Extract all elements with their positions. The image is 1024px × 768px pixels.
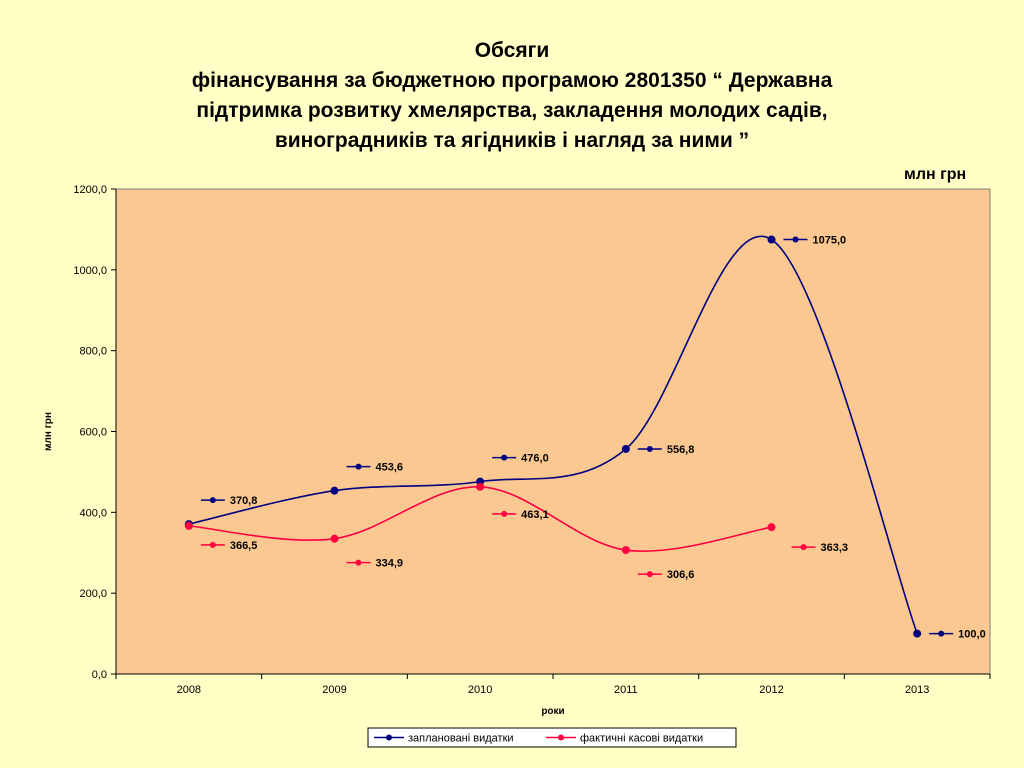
data-label: 463,1 — [521, 509, 549, 521]
y-tick-label: 200,0 — [79, 588, 107, 600]
x-tick-label: 2008 — [177, 684, 201, 696]
y-tick-label: 1200,0 — [73, 184, 107, 196]
data-label-marker-dot — [355, 559, 362, 566]
title-line-2: фінансування за бюджетною програмою 2801… — [191, 69, 833, 92]
data-label: 366,5 — [230, 540, 258, 552]
data-label: 453,6 — [376, 462, 404, 474]
data-label: 306,6 — [667, 569, 695, 581]
y-axis-title: млн грн — [43, 412, 54, 451]
unit-label: млн грн — [904, 166, 967, 183]
y-tick-label: 0,0 — [92, 669, 107, 681]
title-line-3: підтримка розвитку хмелярства, закладенн… — [196, 99, 828, 122]
data-label: 556,8 — [667, 444, 695, 456]
title-line-1: Обсяги — [474, 39, 550, 62]
data-label-marker-dot — [800, 544, 807, 551]
data-label-marker-dot — [209, 497, 216, 504]
data-label: 476,0 — [521, 453, 549, 465]
y-tick-label: 800,0 — [79, 346, 107, 358]
data-label-marker-dot — [938, 630, 945, 637]
y-tick-label: 400,0 — [79, 507, 107, 519]
series-1-point — [621, 444, 630, 453]
series-2-point — [476, 482, 485, 491]
series-1-point — [330, 486, 339, 495]
x-tick-label: 2012 — [759, 684, 783, 696]
series-2-point — [330, 534, 339, 543]
data-label: 363,3 — [821, 542, 849, 554]
title-line-4: виноградників та ягідників і нагляд за н… — [274, 129, 750, 152]
legend-marker-dot — [558, 734, 564, 741]
x-tick-label: 2010 — [468, 684, 492, 696]
data-label-marker-dot — [501, 510, 508, 517]
legend-label-2: фактичні касові видатки — [580, 733, 703, 745]
series-2-point — [767, 523, 776, 532]
x-tick-label: 2013 — [905, 684, 929, 696]
data-label: 370,8 — [230, 495, 258, 507]
legend-marker-dot — [386, 734, 392, 741]
data-label: 1075,0 — [813, 235, 847, 247]
data-label-marker-dot — [501, 454, 508, 461]
data-label-marker-dot — [646, 571, 653, 578]
data-label-marker-dot — [646, 445, 653, 452]
x-tick-label: 2011 — [614, 684, 638, 696]
series-2-point — [621, 546, 630, 555]
x-tick-label: 2009 — [322, 684, 346, 696]
x-axis-title: роки — [541, 706, 564, 717]
data-label: 334,9 — [376, 558, 404, 570]
legend-label-1: заплановані видатки — [408, 733, 514, 745]
data-label-marker-dot — [209, 541, 216, 548]
series-2-point — [184, 521, 193, 530]
y-tick-label: 600,0 — [79, 427, 107, 439]
data-label-marker-dot — [355, 463, 362, 470]
y-tick-label: 1000,0 — [73, 265, 107, 277]
series-1-point — [767, 235, 776, 244]
series-1-point — [913, 629, 922, 638]
data-label: 100,0 — [958, 629, 986, 641]
chart-title: Обсяги фінансування за бюджетною програм… — [0, 36, 1024, 156]
plot-area — [115, 188, 991, 675]
data-label-marker-dot — [792, 236, 799, 243]
